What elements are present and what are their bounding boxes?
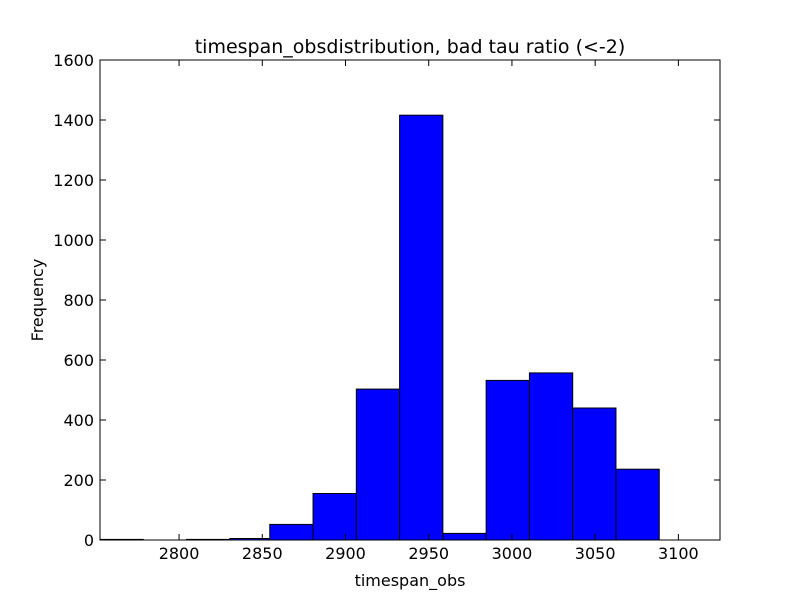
- ticks-group: 2800 2850 2900 2950 3000 3050 3100 0 200 400 600 80…: [53, 51, 720, 563]
- x-tick-label: 3050: [575, 544, 616, 563]
- y-axis-title: Frequency: [28, 259, 47, 342]
- y-tick-label: 200: [63, 471, 94, 490]
- y-tick-label: 1600: [53, 51, 94, 70]
- x-axis-title: timespan_obs: [355, 571, 466, 591]
- y-tick-label: 1400: [53, 111, 94, 130]
- bars-group: [99, 114, 660, 541]
- histogram-bar: [528, 372, 574, 541]
- histogram-bar: [442, 532, 487, 541]
- y-tick-label: 1200: [53, 171, 94, 190]
- x-tick-label: 2900: [325, 544, 366, 563]
- histogram-bar: [572, 407, 617, 541]
- y-tick-label: 1000: [53, 231, 94, 250]
- y-tick-label: 800: [63, 291, 94, 310]
- y-tick-label: 400: [63, 411, 94, 430]
- x-tick-label: 2950: [408, 544, 449, 563]
- y-tick-label: 0: [84, 531, 94, 550]
- chart-title: timespan_obsdistribution, bad tau ratio …: [195, 36, 626, 58]
- y-tick-label: 600: [63, 351, 94, 370]
- plot-frame: [99, 59, 721, 541]
- x-tick-label: 2850: [242, 544, 283, 563]
- histogram-bar: [485, 379, 530, 541]
- histogram-bar: [355, 388, 401, 541]
- x-tick-label: 3100: [658, 544, 699, 563]
- histogram-bar: [399, 114, 444, 541]
- histogram-bar: [269, 523, 314, 541]
- histogram-bar: [615, 468, 660, 541]
- histogram-bar: [312, 493, 357, 541]
- x-tick-label: 2800: [159, 544, 200, 563]
- x-tick-label: 3000: [492, 544, 533, 563]
